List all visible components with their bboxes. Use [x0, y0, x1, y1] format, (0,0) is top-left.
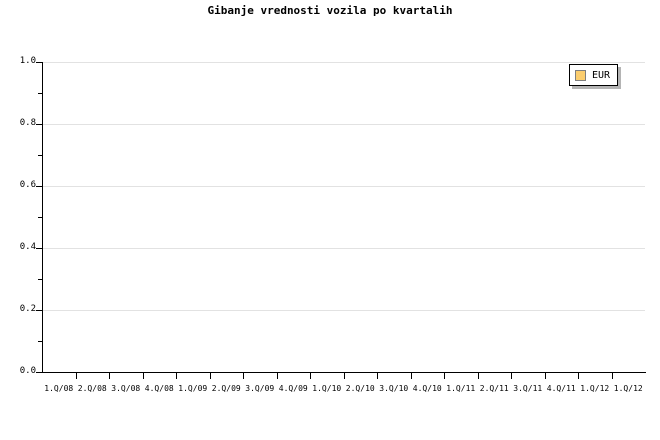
x-axis-tick — [578, 373, 579, 379]
x-axis-tick-label: 3.Q/10 — [379, 384, 409, 393]
y-axis-tick-major — [36, 310, 42, 311]
x-axis-tick-label: 1.Q/08 — [44, 384, 74, 393]
y-axis-tick-major — [36, 62, 42, 63]
x-axis-tick-label: 2.Q/09 — [211, 384, 241, 393]
x-axis-tick — [277, 373, 278, 379]
y-axis-tick-minor — [38, 155, 42, 156]
y-axis-tick-label: 0.6 — [19, 180, 36, 190]
y-axis-tick-label: 0.2 — [19, 304, 36, 314]
x-axis-tick-label: 2.Q/10 — [345, 384, 375, 393]
x-axis-tick — [76, 373, 77, 379]
x-axis-tick-label: 3.Q/09 — [245, 384, 275, 393]
x-axis-tick-label: 4.Q/10 — [412, 384, 442, 393]
x-axis-tick — [344, 373, 345, 379]
x-axis-tick — [411, 373, 412, 379]
x-axis-tick — [210, 373, 211, 379]
plot-area — [42, 62, 645, 372]
x-axis-tick-label: 1.Q/12 — [613, 384, 643, 393]
x-axis-tick — [310, 373, 311, 379]
y-axis-tick-major — [36, 124, 42, 125]
y-axis-tick-major — [36, 372, 42, 373]
gridline — [42, 186, 645, 187]
x-axis-tick-label: 3.Q/11 — [513, 384, 543, 393]
y-axis-tick-minor — [38, 217, 42, 218]
legend-label-eur: EUR — [592, 69, 611, 81]
x-axis-tick-label: 3.Q/08 — [111, 384, 141, 393]
y-axis-tick-label: 0.4 — [19, 242, 36, 252]
y-axis-tick-minor — [38, 93, 42, 94]
x-axis-tick — [109, 373, 110, 379]
y-axis-tick-label: 0.0 — [19, 366, 36, 376]
y-axis-tick-minor — [38, 341, 42, 342]
gridline — [42, 248, 645, 249]
x-axis-tick-label: 2.Q/11 — [479, 384, 509, 393]
x-axis-tick-label: 1.Q/12 — [580, 384, 610, 393]
y-axis-tick-minor — [38, 279, 42, 280]
gridline — [42, 310, 645, 311]
x-axis-tick — [478, 373, 479, 379]
x-axis-tick — [143, 373, 144, 379]
x-axis-tick — [545, 373, 546, 379]
x-axis-tick-label: 4.Q/11 — [546, 384, 576, 393]
x-axis-tick-label: 4.Q/08 — [144, 384, 174, 393]
x-axis-tick — [444, 373, 445, 379]
y-axis-tick-label: 1.0 — [19, 56, 36, 66]
gridline — [42, 62, 645, 63]
x-axis-line — [42, 372, 646, 373]
x-axis-tick-label: 1.Q/10 — [312, 384, 342, 393]
y-axis-tick-major — [36, 186, 42, 187]
x-axis-tick — [176, 373, 177, 379]
chart-legend[interactable]: EUR — [569, 64, 619, 86]
x-axis-tick-label: 1.Q/11 — [446, 384, 476, 393]
x-axis-tick-label: 2.Q/08 — [77, 384, 107, 393]
gridline — [42, 124, 645, 125]
legend-swatch-eur — [575, 69, 586, 81]
y-axis-labels: 0.0 0.2 0.4 0.6 0.8 1.0 — [0, 0, 36, 440]
x-axis-tick — [377, 373, 378, 379]
x-axis-tick-label: 4.Q/09 — [278, 384, 308, 393]
chart-title: Gibanje vrednosti vozila po kvartalih — [207, 4, 453, 17]
y-axis-tick-label: 0.8 — [19, 118, 36, 128]
x-axis-tick — [511, 373, 512, 379]
x-axis-tick-label: 1.Q/09 — [178, 384, 208, 393]
y-axis-line — [42, 62, 43, 373]
y-axis-tick-major — [36, 248, 42, 249]
x-axis-tick — [612, 373, 613, 379]
x-axis-tick — [243, 373, 244, 379]
